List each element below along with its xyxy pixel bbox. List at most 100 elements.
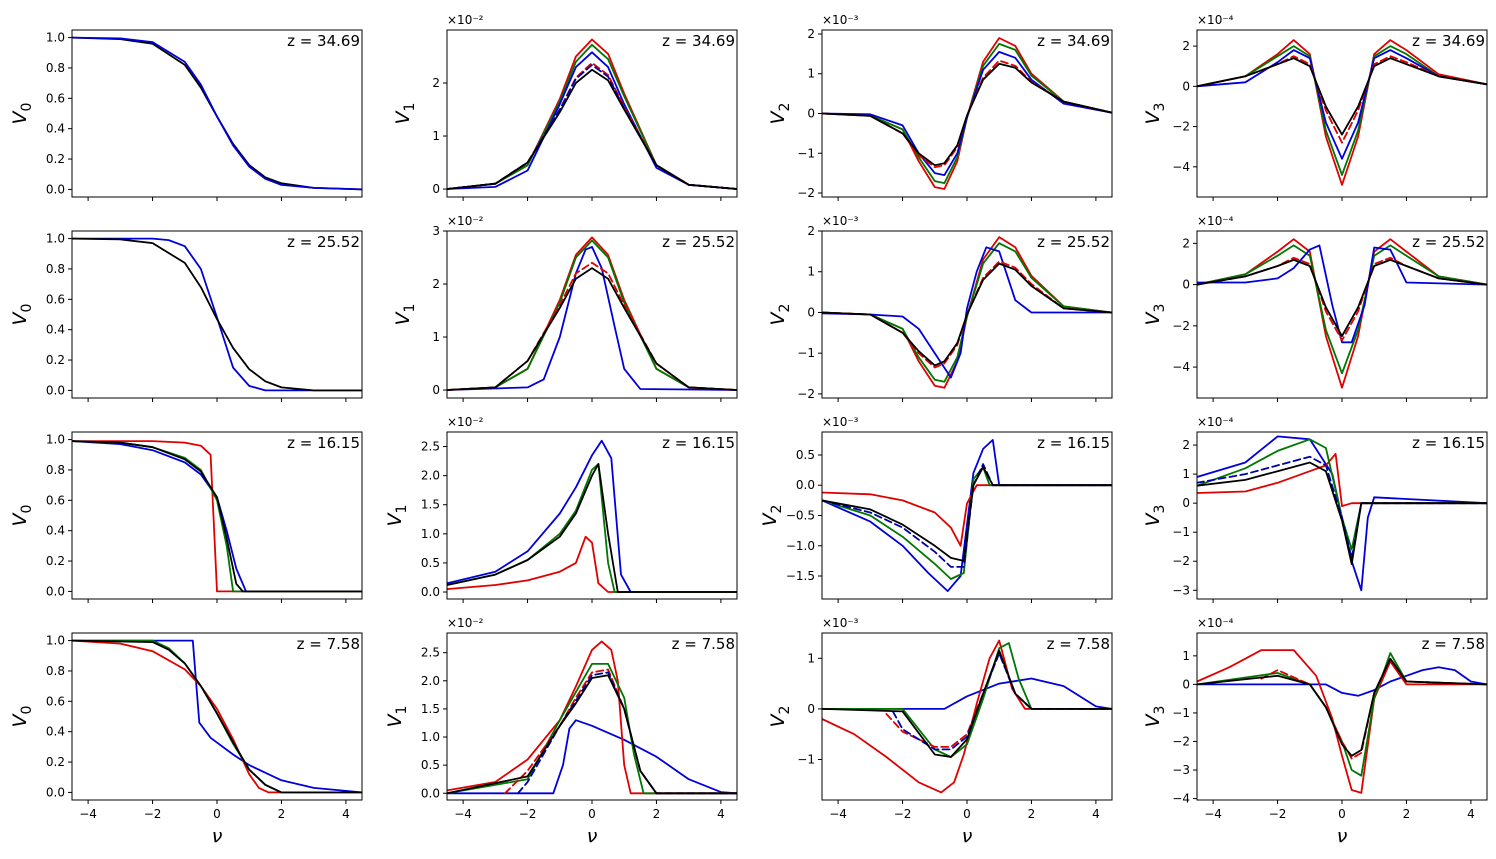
x-axis-label: ν (1337, 825, 1348, 847)
series-line-s1 (447, 719, 737, 795)
y-tick-label: 2 (432, 76, 440, 90)
x-tick-label: −4 (829, 807, 847, 821)
curves (72, 237, 362, 392)
series-line-s7 (822, 62, 1112, 167)
series-line-s7 (1197, 259, 1487, 337)
y-tick-label: −4 (1172, 360, 1190, 374)
y-tick-label: 0.0 (796, 478, 815, 492)
series-line-s3 (447, 43, 737, 190)
y-tick-label: −2 (797, 186, 815, 200)
z-annotation: z = 25.52 (1037, 233, 1110, 251)
y-tick-label: 0.0 (46, 182, 65, 196)
y-tick-label: 1 (807, 651, 815, 665)
y-axis-label: V3 (1142, 706, 1168, 728)
axes-frame (1196, 29, 1488, 198)
series-line-s1 (1197, 244, 1487, 344)
series-line-s4 (447, 261, 737, 391)
y-tick-label: 2 (432, 277, 440, 291)
series-line-s2 (1197, 452, 1487, 507)
y-tick-label: −3 (1172, 583, 1190, 597)
panel-r0-c3: −4 −2 0 2 V3 ×10⁻⁴ z = 34.69 (1142, 13, 1488, 201)
x-tick-label: −4 (1204, 807, 1222, 821)
y-tick-label: 1.0 (46, 433, 65, 447)
series-line-s2 (1197, 649, 1487, 794)
series-line-s2 (822, 484, 1112, 547)
curves (72, 36, 362, 191)
x-tick-label: −4 (454, 807, 472, 821)
series-line-s1 (72, 440, 362, 593)
series-line-s7 (72, 237, 362, 392)
y-tick-label: 0 (807, 702, 815, 716)
y-tick-label: −1 (797, 146, 815, 160)
curves (447, 38, 737, 190)
y-axis-label: V0 (9, 103, 35, 125)
y-tick-label: 0.0 (46, 785, 65, 799)
axes-frame (1196, 632, 1488, 801)
y-tick-label: 0.6 (46, 493, 65, 507)
series-line-s2 (447, 38, 737, 190)
y-tick-label: 1.0 (46, 634, 65, 648)
series-line-s3 (72, 639, 362, 794)
y-exponent-label: ×10⁻⁴ (1197, 214, 1234, 228)
series-line-s1 (822, 246, 1112, 379)
y-tick-label: −4 (1172, 792, 1190, 806)
y-axis-label: V2 (759, 505, 785, 527)
z-annotation: z = 16.15 (1412, 434, 1485, 452)
x-tick-label: 4 (1092, 807, 1100, 821)
x-tick-label: 2 (653, 807, 661, 821)
series-line-s1 (447, 51, 737, 190)
series-line-s2 (72, 440, 362, 593)
y-axis-label: V2 (767, 304, 793, 326)
y-tick-label: 0 (1182, 79, 1190, 93)
y-tick-label: 0 (1182, 496, 1190, 510)
panel-r3-c0: 0.0 0.2 0.4 0.6 0.8 1.0 −4 −2 0 2 4 ν V0 z = 7.58 (9, 632, 363, 847)
y-tick-label: 0.6 (46, 694, 65, 708)
y-tick-label: 0.6 (46, 91, 65, 105)
y-exponent-label: ×10⁻² (447, 13, 484, 27)
axes-frame (821, 632, 1113, 801)
y-tick-label: 0.8 (46, 262, 65, 276)
curves (1197, 238, 1487, 389)
y-tick-label: 0 (1182, 677, 1190, 691)
panel-r3-c3: −4 −3 −2 −1 0 1 −4 −2 0 2 4 ν V3 ×10⁻⁴ z = 7.58 (1142, 616, 1488, 847)
y-tick-label: −4 (1172, 160, 1190, 174)
y-tick-label: −1.0 (786, 539, 815, 553)
x-tick-label: 2 (1403, 807, 1411, 821)
curves (447, 439, 737, 593)
x-tick-label: 4 (717, 807, 725, 821)
y-tick-label: 0.5 (796, 448, 815, 462)
series-line-s2 (822, 639, 1112, 794)
z-annotation: z = 7.58 (672, 635, 735, 653)
y-exponent-label: ×10⁻⁴ (1197, 415, 1234, 429)
z-annotation: z = 16.15 (662, 434, 735, 452)
y-tick-label: 1.5 (421, 702, 440, 716)
x-tick-label: −2 (1269, 807, 1287, 821)
x-tick-label: 0 (213, 807, 221, 821)
y-axis-label: V3 (1142, 103, 1168, 125)
curves (72, 440, 362, 593)
z-annotation: z = 34.69 (1412, 32, 1485, 50)
series-line-s7 (447, 267, 737, 391)
series-line-s7 (72, 639, 362, 794)
z-annotation: z = 25.52 (1412, 233, 1485, 251)
series-line-s1 (72, 237, 362, 392)
axes-frame (446, 632, 738, 801)
series-line-s3 (72, 440, 362, 593)
y-axis-label: V3 (1142, 505, 1168, 527)
series-line-s3 (1197, 45, 1487, 176)
x-tick-label: 0 (588, 807, 596, 821)
series-line-s4 (885, 652, 1112, 748)
y-tick-label: −2 (1172, 734, 1190, 748)
y-tick-label: 2.0 (421, 674, 440, 688)
x-tick-label: −2 (144, 807, 162, 821)
x-tick-label: −2 (894, 807, 912, 821)
y-tick-label: 0.2 (46, 755, 65, 769)
y-tick-label: 0.4 (46, 122, 65, 136)
y-tick-label: 0.0 (421, 786, 440, 800)
y-tick-label: 0.8 (46, 463, 65, 477)
y-tick-label: 0.0 (46, 584, 65, 598)
series-line-s7 (1197, 57, 1487, 136)
series-line-s3 (447, 239, 737, 391)
y-axis-label: V0 (9, 706, 35, 728)
y-tick-label: 0.2 (46, 152, 65, 166)
